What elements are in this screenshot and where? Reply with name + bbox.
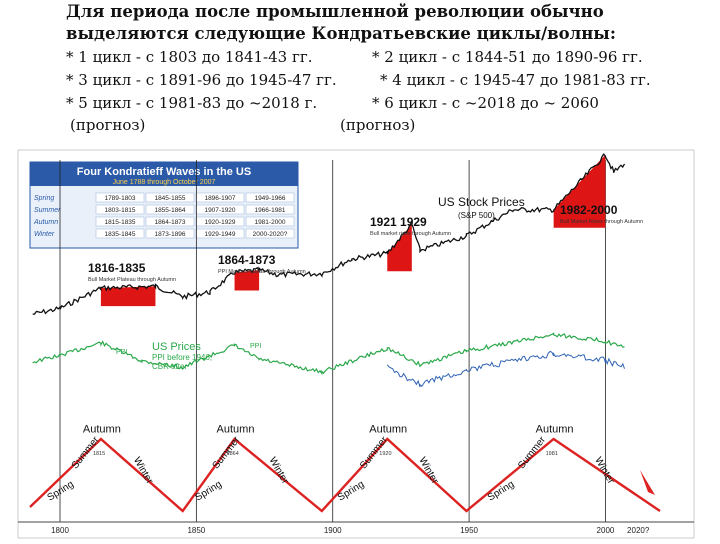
peak-region [553,154,606,228]
legend-cell-value: 1929-1949 [204,231,235,238]
legend-subtitle: June 1788 through October 2007 [113,179,216,186]
ppi-label-left: PPI [116,349,127,356]
cycle-4: * 4 цикл - с 1945-47 до 1981-83 гг. [380,71,651,89]
wave-season-label: Autumn [369,424,407,436]
legend-cell [245,204,295,215]
prices-series-sublabel: PPI before 1946, [152,353,212,362]
x-ticks: 1800 1850 1900 1950 2000 2020? [51,526,650,535]
cycle-6: * 6 цикл - с ~2018 до ~ 2060 [372,94,599,112]
legend-season: Summer [34,207,61,214]
x-tick-label: 2000 [597,526,615,535]
kondratieff-wave-line [29,437,661,513]
legend-cell [245,192,295,203]
wave-season-label: Autumn [536,424,574,436]
x-tick-label: 1850 [187,526,205,535]
legend-cell [145,204,195,215]
legend-cell [95,204,145,215]
slide-title-line-2: выделяются следующие Кондратьевские цикл… [66,24,616,43]
peak-labels: 1816-1835 Bull Market Plateau through Aut… [88,203,643,283]
legend-cell-value: 2000-2020? [253,231,288,238]
cycle-5: * 5 цикл - с 1981-83 до ~2018 г. [66,94,318,112]
legend-cell [95,216,145,227]
chart-svg: Four Kondratieff Waves in the US June 17… [17,149,695,539]
cycle-2: * 2 цикл - с 1844-51 до 1890-96 гг. [372,48,643,66]
legend-cell-value: 1981-2000 [254,219,285,226]
slide-header: Для периода после промышленной революции… [0,0,720,140]
peak-note: Bull market rises through Autumn [370,231,451,237]
legend-title: Four Kondratieff Waves in the US [77,166,251,178]
legend-season: Spring [34,195,54,202]
forecast-note-left: (прогноз) [70,116,146,134]
cycle-3: * 3 цикл - с 1891-96 до 1945-47 гг. [66,71,337,89]
legend-cell [95,192,145,203]
peak-note: Bull Market Rises through Autumn [560,219,643,225]
stock-series-label: US Stock Prices [438,195,525,209]
kondratieff-chart: Four Kondratieff Waves in the US June 17… [0,140,720,540]
us-prices-line-cbr [386,350,625,388]
legend-cell [145,228,195,239]
slide-title-line-1: Для периода после промышленной революции… [66,2,604,21]
cycle-1: * 1 цикл - с 1803 до 1841-43 гг. [66,48,313,66]
wave-peak-year: 1981 [546,451,558,457]
legend-cell-value: 1873-1896 [154,231,185,238]
x-tick-label: 1950 [460,526,478,535]
peak-label: 1921 1929 [370,215,427,229]
legend-cell [245,216,295,227]
legend-cell-value: 1896-1907 [204,195,235,202]
ppi-label-right: PPI [250,343,261,350]
peak-note: Bull Market Plateau through Autumn [88,277,176,283]
legend-box-header [30,162,298,186]
x-tick-label: 2020? [627,526,650,535]
wave-season-label: Autumn [83,424,121,436]
legend-cell-value: 1949-1966 [254,195,285,202]
legend-cell-value: 1920-1929 [204,219,235,226]
legend-cell [145,216,195,227]
peak-label: 1864-1873 [218,253,276,267]
wave-peak-year: 1920 [379,451,391,457]
legend-cell-value: 1845-1855 [154,195,185,202]
legend-cell [245,228,295,239]
legend-cell [145,192,195,203]
x-tick-label: 1900 [324,526,342,535]
forecast-note-right: (прогноз) [340,116,416,134]
wave-peak-year: 1864 [227,451,239,457]
peak-region [387,224,412,272]
wave-season-label: Autumn [217,424,255,436]
x-tick-label: 1800 [51,526,69,535]
wave-arrow-icon [640,470,655,495]
prices-series-label: US Prices [152,341,201,353]
legend-rows: Spring 1789-1803 1845-1855 1896-1907 1949-19… [33,192,295,239]
us-stock-prices-line [32,152,626,315]
wave-peak-year: 1815 [93,451,105,457]
peak-region [100,286,156,307]
legend-cell-value: 1966-1981 [254,207,285,214]
peak-region [234,270,260,291]
legend-cell-value: 1835-1845 [104,231,135,238]
legend-cell-value: 1855-1864 [154,207,185,214]
us-prices-line [32,332,625,376]
peak-note: PPI Market Plateau through Autumn [218,269,306,275]
prices-series-sublabel-2: CBR after [152,362,187,371]
peak-label: 1982-2000 [560,203,618,217]
peak-regions [100,154,606,307]
legend-cell-value: 1864-1873 [154,219,185,226]
peak-label: 1816-1835 [88,261,146,275]
legend-box: Four Kondratieff Waves in the US June 17… [29,161,299,249]
legend-cell [95,228,145,239]
legend-cell-value: 1803-1815 [104,207,135,214]
legend-cell-value: 1815-1835 [104,219,135,226]
legend-season: Winter [34,231,55,238]
legend-season: Autumn [33,219,58,226]
legend-cell-value: 1789-1803 [104,195,135,202]
legend-cell-value: 1907-1920 [204,207,235,214]
stock-series-sublabel: (S&P 500) [458,211,495,220]
